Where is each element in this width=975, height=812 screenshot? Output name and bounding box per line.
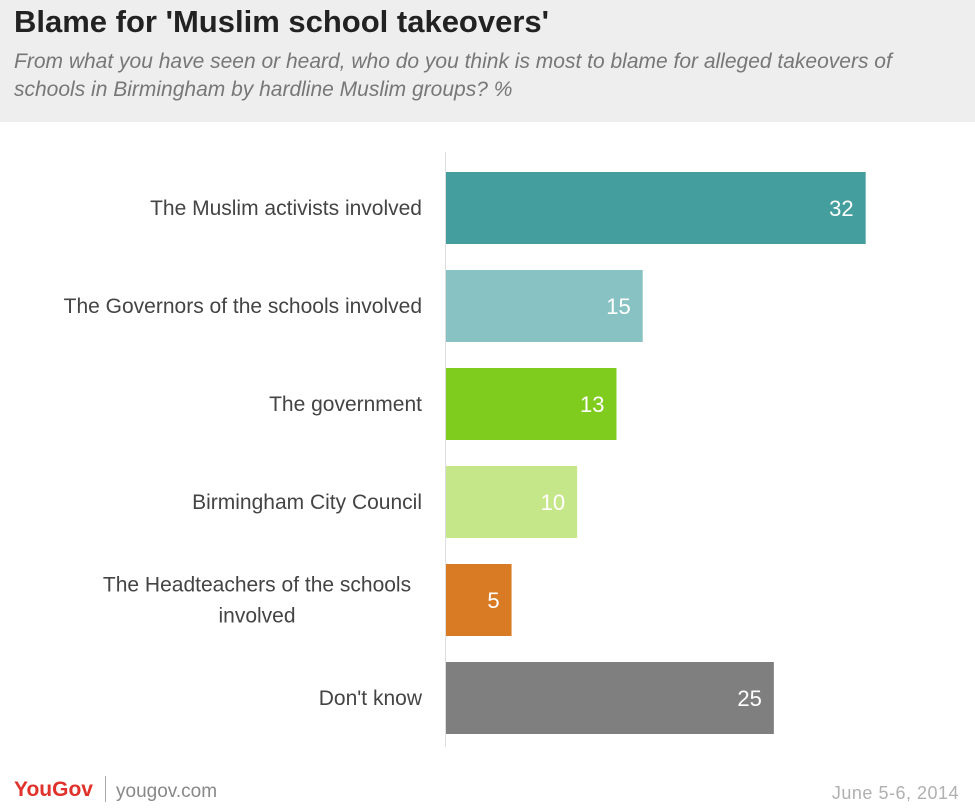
category-label: The Headteachers of the schools involved xyxy=(103,574,411,628)
category-label: Birmingham City Council xyxy=(192,491,422,514)
category-label-line: The government xyxy=(269,393,422,416)
bar-value-label: 5 xyxy=(487,588,499,613)
category-label: The Muslim activists involved xyxy=(150,197,422,220)
category-label-line: The Muslim activists involved xyxy=(150,197,422,220)
chart-header: Blame for 'Muslim school takeovers' From… xyxy=(0,0,975,122)
bar-value-label: 13 xyxy=(580,392,604,417)
bar xyxy=(446,564,512,636)
category-label-line: The Headteachers of the schools xyxy=(103,574,411,597)
category-label-line: The Governors of the schools involved xyxy=(64,295,422,318)
category-label: The government xyxy=(269,393,422,416)
bar-value-label: 25 xyxy=(737,686,761,711)
bar xyxy=(446,270,643,342)
chart-title: Blame for 'Muslim school takeovers' xyxy=(14,4,550,39)
bar xyxy=(446,172,866,244)
footer-site-link[interactable]: yougov.com xyxy=(116,781,218,802)
category-label-line: Birmingham City Council xyxy=(192,491,422,514)
bar xyxy=(446,466,578,538)
chart-subtitle: From what you have seen or heard, who do… xyxy=(14,50,892,101)
footer-divider xyxy=(105,776,106,802)
bar-value-label: 32 xyxy=(829,196,853,221)
footer-date: June 5-6, 2014 xyxy=(831,783,959,803)
bar-value-label: 10 xyxy=(541,490,565,515)
yougov-logo: YouGov xyxy=(14,778,93,801)
bar-value-label: 15 xyxy=(606,294,630,319)
category-label-line: involved xyxy=(218,605,295,628)
bar xyxy=(446,662,774,734)
category-label-line: Don't know xyxy=(319,687,423,710)
bar xyxy=(446,368,617,440)
bar-chart: 32 The Muslim activists involved 15 The Gov… xyxy=(64,152,866,747)
category-label: The Governors of the schools involved xyxy=(64,295,422,318)
category-label: Don't know xyxy=(319,687,423,710)
